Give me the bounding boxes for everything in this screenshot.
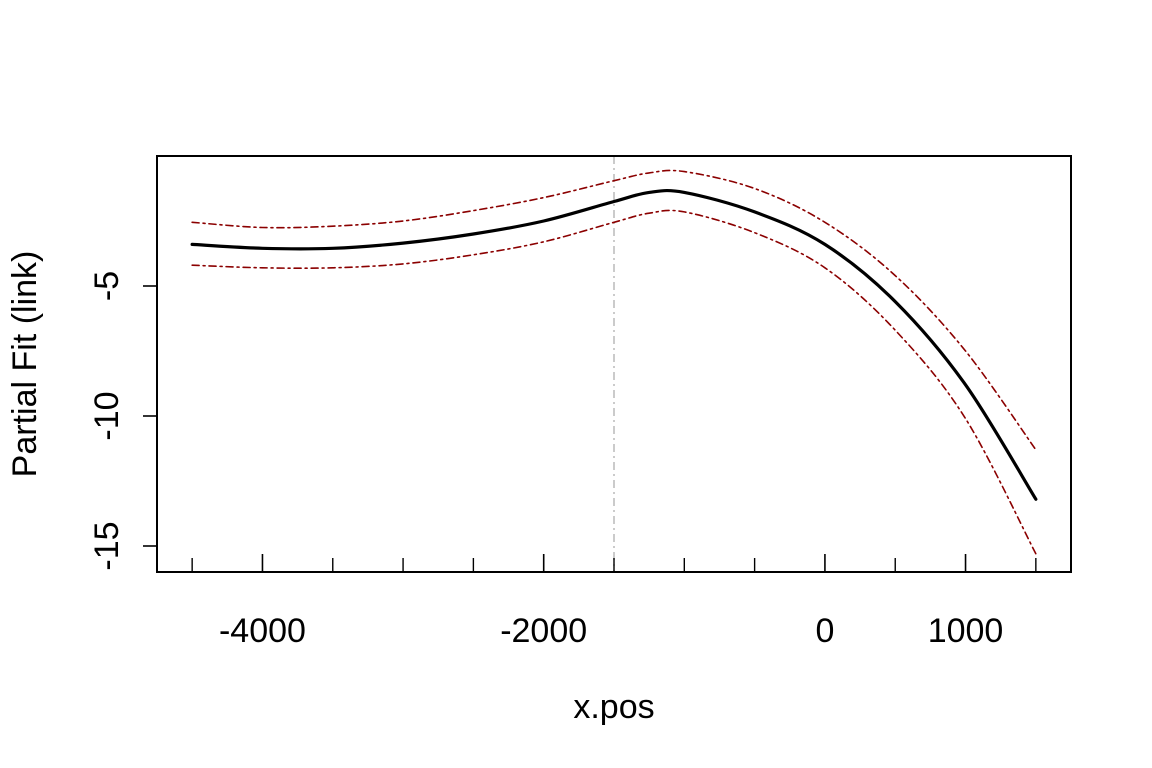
y-tick-label: -10 <box>88 391 126 440</box>
y-tick-label: -5 <box>88 271 126 301</box>
fit-line <box>190 188 1038 501</box>
x-axis-title: x.pos <box>573 688 654 726</box>
y-axis-title: Partial Fit (link) <box>6 251 44 478</box>
x-tick-label: -2000 <box>500 612 587 650</box>
plot-frame <box>156 155 1072 573</box>
confidence-lower-line <box>191 209 1037 555</box>
confidence-upper-line <box>191 169 1037 451</box>
x-tick-label: -4000 <box>219 612 306 650</box>
x-tick-label: 0 <box>815 612 834 650</box>
x-tick-label: 1000 <box>928 612 1004 650</box>
y-tick-label: -15 <box>88 521 126 570</box>
